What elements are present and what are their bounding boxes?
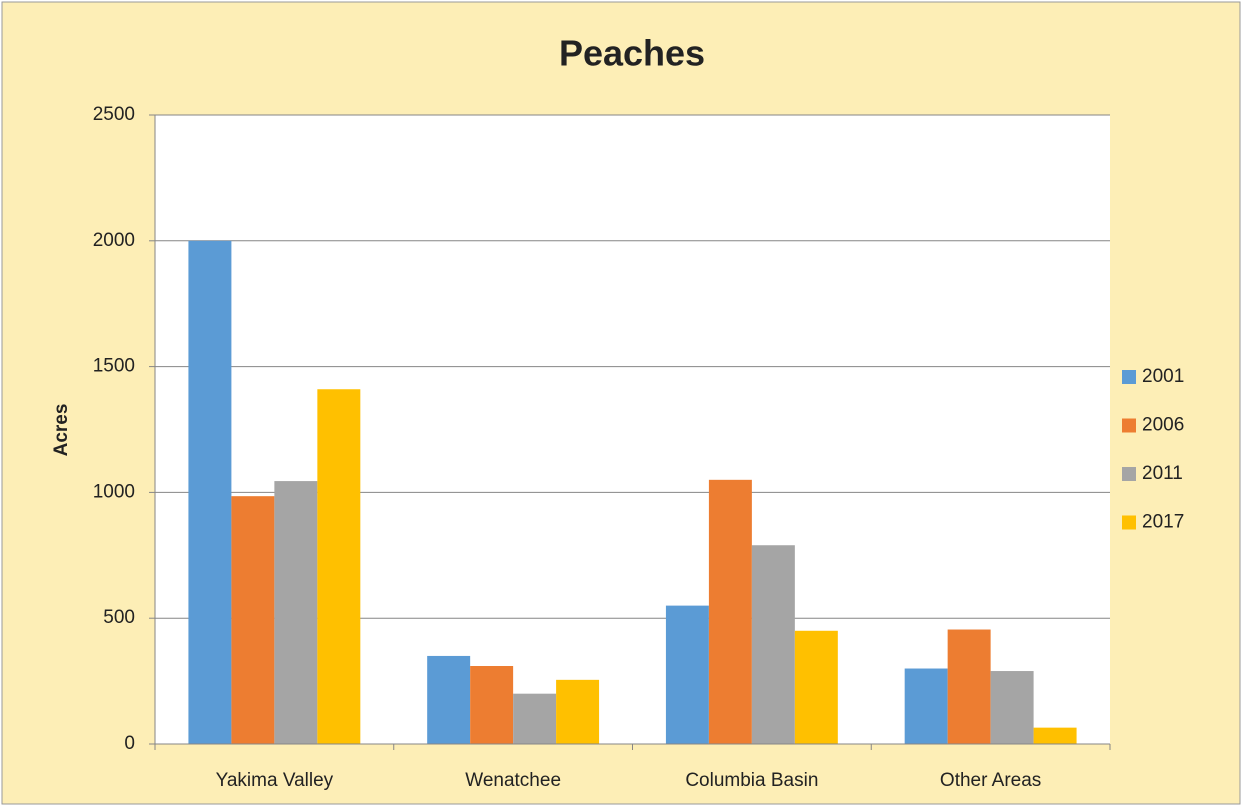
x-tick-label: Other Areas — [940, 770, 1041, 791]
bar — [904, 668, 948, 744]
bar — [317, 389, 361, 744]
legend-label: 2017 — [1142, 512, 1184, 533]
legend-swatch — [1122, 467, 1136, 481]
bar — [556, 679, 600, 744]
legend-label: 2011 — [1142, 463, 1183, 484]
x-tick-label: Yakima Valley — [216, 770, 334, 791]
y-tick-label: 0 — [124, 733, 135, 754]
bar — [274, 481, 318, 744]
y-axis-label: Acres — [51, 404, 72, 457]
chart-title: Peaches — [559, 33, 705, 74]
bar — [990, 671, 1034, 744]
legend-label: 2001 — [1142, 366, 1184, 387]
y-tick-label: 2000 — [93, 230, 135, 251]
y-tick-label: 500 — [103, 607, 135, 628]
bar — [188, 240, 232, 745]
y-tick-label: 1000 — [93, 481, 135, 502]
bar — [427, 655, 471, 744]
bar — [470, 666, 514, 744]
x-tick-label: Wenatchee — [465, 770, 561, 791]
legend-swatch — [1122, 515, 1136, 530]
bar — [513, 693, 557, 744]
bar — [665, 605, 709, 744]
bar — [794, 630, 838, 744]
y-tick-label: 1500 — [93, 356, 135, 377]
bar — [947, 629, 991, 744]
x-tick-label: Columbia Basin — [685, 770, 818, 791]
bar — [751, 545, 795, 744]
legend-swatch — [1122, 370, 1136, 384]
y-tick-label: 2500 — [93, 104, 135, 125]
bar — [231, 496, 275, 744]
legend-label: 2006 — [1142, 415, 1184, 436]
legend-swatch — [1122, 418, 1136, 433]
bar — [1033, 727, 1077, 744]
bar — [708, 479, 752, 744]
